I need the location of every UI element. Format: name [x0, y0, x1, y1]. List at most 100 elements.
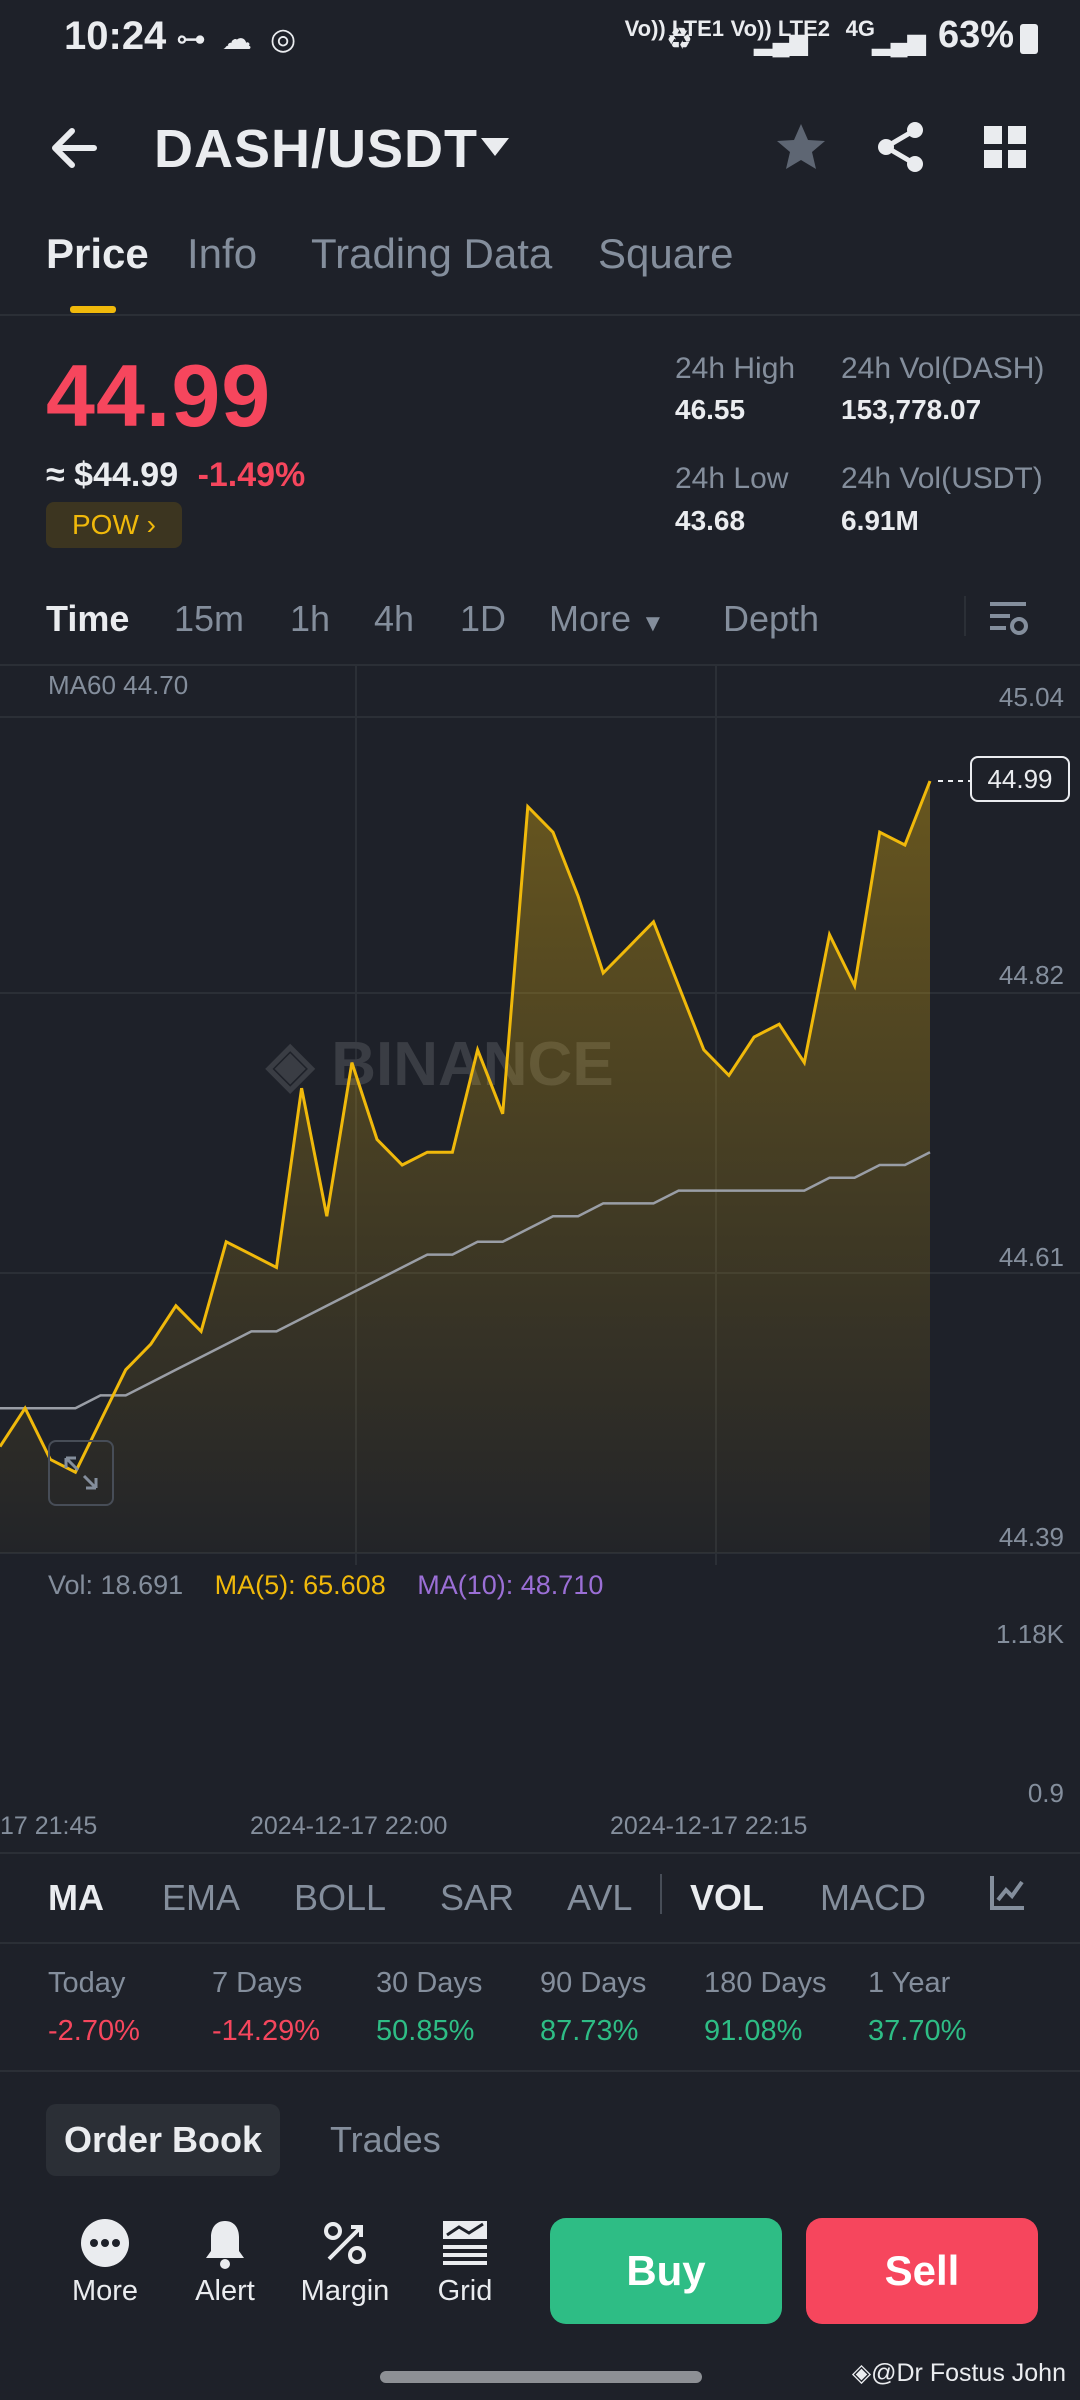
high-value: 46.55 [675, 394, 746, 425]
margin-button[interactable]: Margin [290, 2215, 400, 2308]
alert-button[interactable]: Alert [170, 2215, 280, 2308]
ma60-line [0, 1151, 931, 1410]
vol-ma5-value: MA(5): 65.608 [214, 1570, 386, 1600]
interval-depth[interactable]: Depth [723, 598, 820, 639]
chart-settings-icon[interactable] [986, 598, 1030, 638]
tab-trades[interactable]: Trades [330, 2119, 441, 2160]
status-bar: 10:24 ⊶ ☁ ◎ ♻ Vo)) LTE1 ▂▄▆ Vo)) LTE2 4G… [0, 0, 1080, 78]
vol-quote-label: 24h Vol(USDT) [841, 462, 1043, 495]
signal-icon-2: ▂▄▆ [872, 29, 926, 56]
credit-watermark: ◈@Dr Fostus John [852, 2358, 1066, 2388]
price-chart[interactable]: ◈ BINANCE [0, 665, 1080, 1565]
vol-ma10-value: MA(10): 48.710 [417, 1570, 604, 1600]
grid-label: Grid [437, 2275, 493, 2307]
sim2-signal: Vo)) LTE2 [730, 16, 830, 41]
perf-label: 90 Days [540, 1967, 647, 1999]
grid-icon[interactable] [970, 112, 1040, 182]
pair-title[interactable]: DASH/USDT [154, 119, 479, 179]
tab-indicator [70, 306, 116, 313]
low-value: 43.68 [675, 505, 746, 536]
perf-label: 180 Days [704, 1967, 827, 1999]
indicator-avl[interactable]: AVL [567, 1877, 633, 1918]
y-tick: 44.61 [998, 1242, 1064, 1272]
more-button[interactable]: More [50, 2215, 160, 2308]
tab-info[interactable]: Info [187, 230, 258, 277]
interval-4h[interactable]: 4h [374, 598, 415, 639]
high-label: 24h High [675, 352, 796, 385]
signal-icon: ▂▄▆ [754, 29, 808, 56]
vol-y-tick: 1.18K [996, 1619, 1064, 1649]
chevron-down-icon[interactable] [478, 134, 512, 160]
price-change: -1.49% [197, 456, 306, 494]
ma60-legend: MA60 44.70 [48, 670, 189, 700]
interval-time[interactable]: Time [46, 598, 130, 639]
back-arrow-icon[interactable] [44, 118, 104, 178]
indicator-vol[interactable]: VOL [690, 1877, 765, 1918]
tab-order-book[interactable]: Order Book [46, 2104, 280, 2176]
perf-label: 30 Days [376, 1967, 483, 1999]
perf-label: Today [48, 1967, 126, 1999]
indicator-ema[interactable]: EMA [162, 1877, 241, 1918]
interval-more-label: More [549, 598, 632, 639]
tab-trading-data[interactable]: Trading Data [311, 230, 553, 277]
indicator-boll[interactable]: BOLL [294, 1877, 387, 1918]
sell-button[interactable]: Sell [806, 2218, 1038, 2324]
key-icon: ⊶ [176, 23, 206, 56]
diamond-icon: ◈ [851, 2359, 872, 2387]
vol-quote-value: 6.91M [841, 505, 919, 536]
buy-button[interactable]: Buy [550, 2218, 782, 2324]
expand-chart-button[interactable] [48, 1440, 114, 1506]
expand-icon [64, 1456, 98, 1490]
status-time: 10:24 [64, 14, 167, 58]
tab-square[interactable]: Square [598, 230, 734, 277]
interval-1d[interactable]: 1D [460, 598, 507, 639]
share-icon[interactable] [866, 112, 936, 182]
header: DASH/USDT [0, 90, 1080, 200]
chrome-icon: ◎ [270, 23, 297, 56]
perf-value: 91.08% [704, 2015, 803, 2047]
more-dots-icon [81, 2219, 129, 2267]
credit-text: @Dr Fostus John [871, 2359, 1066, 2387]
usd-price: ≈ $44.99 [46, 456, 179, 494]
interval-more[interactable]: More ▼ [549, 598, 665, 640]
divider [0, 664, 1080, 666]
vol-y-tick: 0.9 [1027, 1778, 1064, 1808]
interval-15m[interactable]: 15m [174, 598, 245, 639]
indicator-sar[interactable]: SAR [440, 1877, 515, 1918]
perf-value: -14.29% [212, 2015, 321, 2047]
divider [0, 2070, 1080, 2072]
divider [964, 596, 966, 636]
battery-percent: 63% [937, 14, 1014, 56]
vol-base-value: 153,778.07 [841, 394, 982, 425]
divider [0, 1852, 1080, 1854]
pow-tag-label: POW [72, 509, 139, 540]
y-tick: 44.82 [998, 960, 1064, 990]
vol-legend: Vol: 18.691 MA(5): 65.608 MA(10): 48.710 [48, 1570, 603, 1601]
bell-icon [206, 2221, 244, 2269]
percent-icon [324, 2222, 366, 2264]
chevron-right-icon: › [146, 509, 156, 540]
grid-button[interactable]: Grid [410, 2215, 520, 2308]
home-indicator[interactable] [380, 2371, 702, 2383]
low-label: 24h Low [675, 462, 789, 495]
pow-tag[interactable]: POW › [46, 502, 182, 548]
battery-icon [1020, 24, 1038, 54]
divider [0, 314, 1080, 316]
perf-value: 87.73% [540, 2015, 639, 2047]
alert-label: Alert [195, 2275, 255, 2307]
indicator-ma[interactable]: MA [48, 1877, 104, 1918]
perf-value: 50.85% [376, 2015, 475, 2047]
indicator-macd[interactable]: MACD [820, 1877, 926, 1918]
y-tick: 45.04 [998, 682, 1064, 712]
tab-price[interactable]: Price [46, 230, 149, 277]
star-icon[interactable] [766, 112, 836, 182]
perf-value: 37.70% [868, 2015, 967, 2047]
more-label: More [71, 2275, 139, 2307]
price-line [0, 780, 932, 1475]
interval-1h[interactable]: 1h [290, 598, 331, 639]
network-type: 4G [845, 16, 875, 41]
indicator-settings-icon[interactable] [988, 1872, 1028, 1912]
current-price-label: 44.99 [970, 756, 1070, 802]
x-tick: 17 21:45 [0, 1812, 98, 1840]
x-tick: 2024-12-17 22:15 [610, 1812, 808, 1840]
